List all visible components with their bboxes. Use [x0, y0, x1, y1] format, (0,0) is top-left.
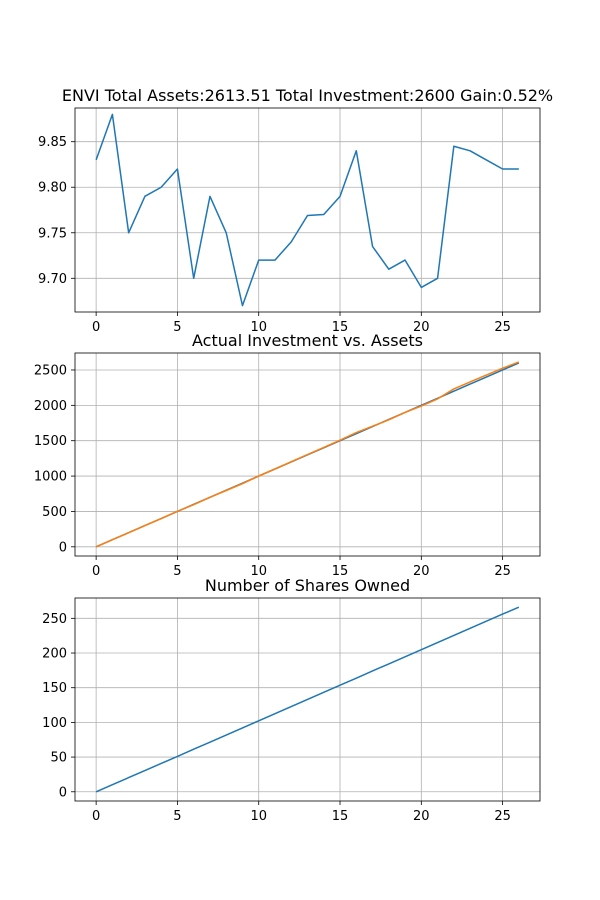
x-tick-label: 10: [250, 809, 267, 824]
y-tick-label: 9.85: [38, 135, 67, 150]
y-tick-label: 2500: [34, 363, 67, 378]
y-tick-label: 0: [59, 785, 67, 800]
y-tick-label: 1000: [34, 470, 67, 485]
chart-title: Number of Shares Owned: [205, 576, 410, 595]
axes-frame: [74, 597, 541, 802]
y-tick-label: 50: [50, 751, 67, 766]
chart-title: ENVI Total Assets:2613.51 Total Investme…: [62, 86, 553, 105]
x-tick-label: 0: [92, 809, 100, 824]
y-tick-label: 200: [42, 647, 67, 662]
x-tick-label: 10: [250, 564, 267, 579]
x-tick-label: 15: [332, 809, 349, 824]
x-tick-label: 5: [173, 320, 181, 335]
x-tick-label: 5: [173, 564, 181, 579]
chart-title: Actual Investment vs. Assets: [192, 331, 423, 350]
chart-panel-2: 0 5 10 15 20 25 0 500 1000 1500 2000 2500 Actual Inv…: [34, 331, 541, 579]
chart-panel-1: 0 5 10 15 20 25 9.70 9.75 9.80 9.85 ENVI Total Ass…: [38, 86, 553, 335]
x-tick-label: 15: [332, 320, 349, 335]
x-tick-label: 0: [92, 320, 100, 335]
y-tick-label: 150: [42, 681, 67, 696]
x-tick-label: 25: [494, 564, 511, 579]
y-tick-label: 2000: [34, 399, 67, 414]
x-tick-label: 15: [332, 564, 349, 579]
series-line-1: [95, 606, 520, 793]
x-tick-label: 25: [494, 320, 511, 335]
y-tick-label: 250: [42, 612, 67, 627]
series-line-2: [95, 361, 520, 548]
x-tick-label: 25: [494, 809, 511, 824]
y-tick-label: 9.80: [38, 181, 67, 196]
y-tick-label: 500: [42, 505, 67, 520]
x-tick-label: 20: [413, 809, 430, 824]
x-tick-label: 5: [173, 809, 181, 824]
axes-frame: [74, 107, 541, 313]
axes-frame: [74, 352, 541, 557]
y-tick-label: 9.70: [38, 272, 67, 287]
y-tick-label: 0: [59, 540, 67, 555]
x-tick-label: 20: [413, 320, 430, 335]
x-tick-label: 10: [250, 320, 267, 335]
x-tick-label: 20: [413, 564, 430, 579]
x-tick-label: 0: [92, 564, 100, 579]
y-tick-label: 100: [42, 716, 67, 731]
series-line-1: [95, 113, 519, 307]
y-tick-label: 9.75: [38, 226, 67, 241]
y-tick-label: 1500: [34, 434, 67, 449]
